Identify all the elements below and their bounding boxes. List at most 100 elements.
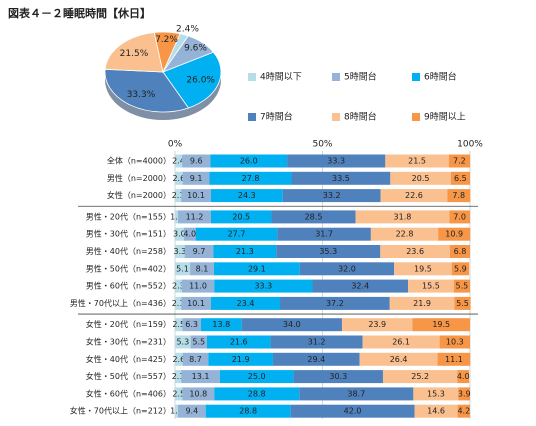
pie-label: 9.6% [184,44,207,54]
bar-segment [175,296,182,310]
bar-segment [390,171,451,185]
bar-segment [181,189,211,203]
y-tick-label: 男性（n=2000） [107,173,171,183]
data-label: 1.0 [170,212,183,221]
legend-swatch [248,113,256,121]
bar-segment [210,189,283,203]
bar-segment [438,227,471,241]
data-label: 23.6 [406,247,424,256]
data-label: 21.3 [236,247,254,256]
bar-segment [214,387,300,401]
data-label: 13.1 [192,372,210,381]
y-tick-label: 女性・40代（n=425） [86,354,171,364]
y-tick-label: 女性・60代（n=406） [86,388,171,398]
bar-segment [181,296,211,310]
data-label: 9.7 [193,247,206,256]
bar-segment [175,227,184,241]
bar-segment [457,370,470,384]
data-label: 28.5 [305,212,323,221]
data-label: 27.7 [228,230,246,239]
pie-label: 7.2% [155,35,178,45]
bar-segment [408,279,454,293]
data-label: 7.2 [453,157,466,166]
bar-segment [210,210,272,224]
data-label: 3.0 [173,230,186,239]
bar-segment [450,171,470,185]
bar-segment [209,171,292,185]
data-label: 24.3 [238,191,256,200]
legend-label: 4時間以下 [260,72,302,83]
pie-slice [162,51,222,109]
bar-segment [200,318,242,332]
data-label: 32.0 [338,264,356,273]
data-label: 33.3 [327,157,345,166]
data-label: 11.1 [445,355,463,364]
data-label: 2.6 [172,174,185,183]
bar-segment [175,171,183,185]
data-label: 11.0 [189,282,207,291]
data-label: 2.1 [172,372,185,381]
bar-segment [389,296,455,310]
data-label: 19.5 [414,264,432,273]
bar-segment [453,279,470,293]
data-label: 20.5 [232,212,250,221]
bar-segment [177,404,206,418]
data-label: 31.8 [394,212,412,221]
bar-segment [271,210,356,224]
data-label: 38.7 [347,389,365,398]
bar-segment [205,404,291,418]
bar-segment [299,262,395,276]
bar-segment [181,279,215,293]
x-tick-label: 0% [168,140,183,150]
bar-segment [385,154,449,168]
x-tick-label: 50% [312,140,332,150]
data-label: 26.4 [390,355,408,364]
bar-segment [190,262,214,276]
bar-segment [195,227,278,241]
data-label: 19.5 [432,320,450,329]
bar-segment [214,279,313,293]
legend-label: 9時間以上 [424,112,466,123]
data-label: 15.3 [427,389,445,398]
bar-segment [370,227,439,241]
data-label: 28.8 [239,407,257,416]
bar-segment [282,189,381,203]
bar-segment [183,227,196,241]
bar-segment [175,245,185,258]
data-label: 8.1 [196,264,209,273]
bar-segment [175,387,183,401]
data-label: 9.1 [190,174,203,183]
data-label: 9.4 [185,407,198,416]
bar-segment [175,154,183,168]
data-label: 2.1 [172,299,185,308]
bar-segment [414,404,458,418]
data-label: 5.5 [456,282,469,291]
legend-label: 7時間台 [260,111,293,123]
data-label: 7.8 [452,191,465,200]
legend-label: 6時間台 [424,71,457,83]
bar-segment [448,154,470,168]
y-tick-label: 男性・30代（n=151） [86,229,171,239]
data-label: 25.2 [411,372,429,381]
data-label: 4.0 [457,372,470,381]
data-label: 5.5 [192,338,205,347]
y-tick-label: 女性（n=2000） [107,190,171,200]
bar-segment [175,262,191,276]
bar-segment [290,404,415,418]
data-label: 21.9 [413,299,431,308]
bar-segment [182,318,201,332]
bar-segment [291,171,391,185]
bar-segment [457,404,470,418]
data-label: 29.4 [307,355,325,364]
legend-swatch [248,73,256,81]
legend-label: 5時間台 [344,71,377,83]
data-label: 2.4 [172,157,185,166]
data-label: 2.1 [172,191,185,200]
data-label: 21.5 [408,157,426,166]
data-label: 2.5 [172,320,185,329]
bar-segment [312,279,409,293]
y-tick-label: 男性・50代（n=402） [86,263,171,273]
bar-segment [182,387,215,401]
legend-label: 8時間台 [344,111,377,123]
bar-segment [437,352,471,366]
